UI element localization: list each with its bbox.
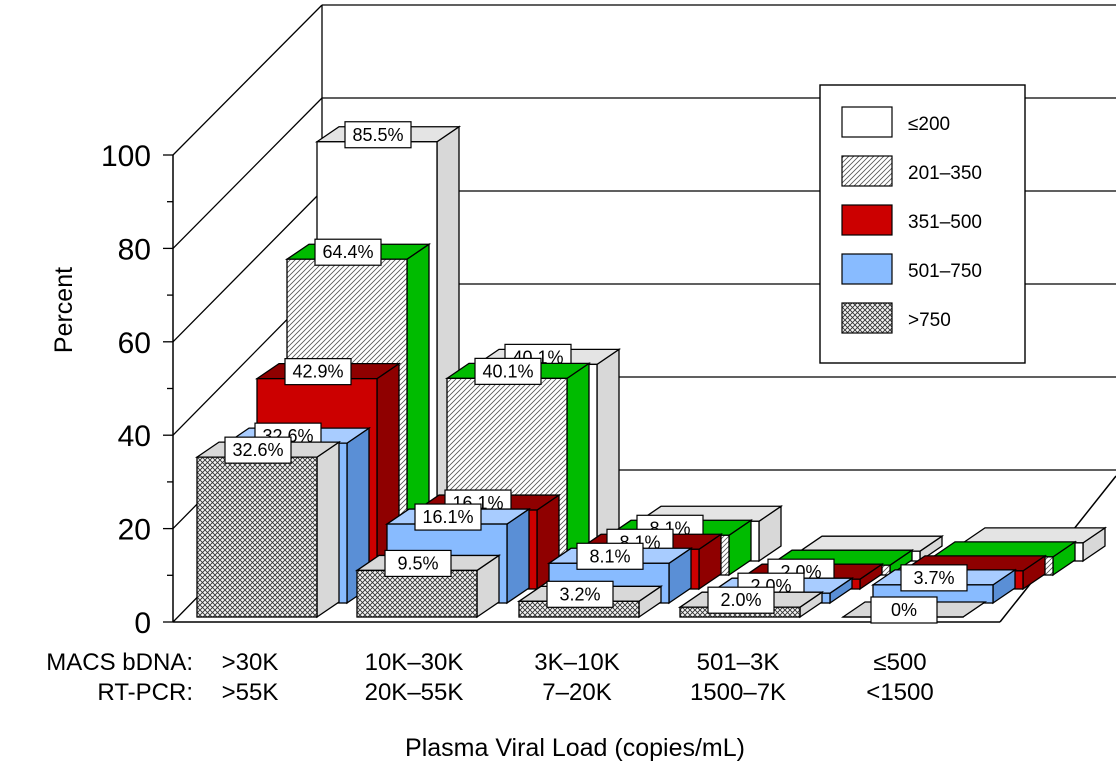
data-label-box xyxy=(344,121,412,149)
bar-top xyxy=(797,535,945,552)
legend-swatch xyxy=(841,302,893,334)
legend-label: 201–350 xyxy=(908,163,982,184)
bar-front xyxy=(196,456,318,618)
x-category-bdna: 3K–10K xyxy=(534,649,619,676)
data-label-box xyxy=(870,596,938,624)
y-tick-label: 80 xyxy=(118,233,151,266)
x-category-bdna: 501–3K xyxy=(697,649,780,676)
y-axis-label: Percent xyxy=(50,267,78,353)
x-category-rtpcr: >55K xyxy=(222,679,279,706)
data-label: 9.5% xyxy=(397,553,438,573)
bar-4-3: 2.0% xyxy=(677,586,825,619)
x-axis-label: Plasma Viral Load (copies/mL) xyxy=(405,734,745,762)
legend-swatch xyxy=(841,253,893,285)
x-row-label: RT-PCR: xyxy=(97,679,193,706)
data-label-box xyxy=(384,549,452,578)
legend-swatch xyxy=(841,106,893,138)
bar-top xyxy=(930,541,1078,558)
bar-side xyxy=(316,440,340,619)
legend-label: >750 xyxy=(908,310,951,331)
bar-front xyxy=(356,569,478,618)
y-tick-label: 40 xyxy=(118,420,151,453)
data-label: 3.7% xyxy=(913,568,954,588)
x-row-label: MACS bDNA: xyxy=(46,649,193,676)
data-label-box xyxy=(474,357,542,385)
data-label: 2.0% xyxy=(720,590,761,610)
x-category-rtpcr: <1500 xyxy=(866,679,933,706)
x-category-bdna: 10K–30K xyxy=(365,649,464,676)
bar-4-0: 32.6% xyxy=(194,436,342,619)
x-category-rtpcr: 1500–7K xyxy=(690,679,786,706)
legend-label: ≤200 xyxy=(908,114,950,135)
bar-3-4: 3.7% xyxy=(870,564,1018,605)
data-label-box xyxy=(314,238,382,266)
bar-top xyxy=(960,527,1108,544)
data-label: 40.1% xyxy=(482,361,533,381)
data-label-box xyxy=(546,580,614,608)
data-label-box xyxy=(224,436,292,464)
x-category-bdna: ≤500 xyxy=(873,649,926,676)
bar-4-1: 9.5% xyxy=(354,549,502,619)
side-gridline xyxy=(172,97,323,249)
x-category-rtpcr: 7–20K xyxy=(542,679,611,706)
data-label: 8.1% xyxy=(589,546,630,566)
bars: 85.5%40.1%64.4%40.1%8.1%42.9%16.1%8.1%2.… xyxy=(194,121,1108,624)
data-label: 0% xyxy=(891,600,917,620)
data-label: 85.5% xyxy=(352,125,403,145)
data-label: 16.1% xyxy=(422,507,473,527)
axes: 0 20 40 60 80 100 Percent MACS bDNA: RT-PCR: >30K… xyxy=(46,140,933,762)
legend-swatch xyxy=(841,204,893,236)
data-label-box xyxy=(414,503,482,531)
y-tick-label: 0 xyxy=(134,607,151,640)
y-tick-label: 20 xyxy=(118,514,151,547)
y-tick-label: 60 xyxy=(118,327,151,360)
x-category-bdna: >30K xyxy=(222,649,279,676)
data-label-box xyxy=(900,564,968,592)
x-category-rtpcr: 20K–55K xyxy=(365,679,464,706)
data-label: 42.9% xyxy=(292,362,343,382)
data-label: 32.6% xyxy=(232,440,283,460)
bar-side xyxy=(506,507,530,605)
legend-label: 351–500 xyxy=(908,212,982,233)
bar-4-4: 0% xyxy=(840,596,988,624)
legend-label: 501–750 xyxy=(908,261,982,282)
side-gridline xyxy=(172,190,323,343)
data-label-box xyxy=(707,586,775,614)
data-label-box xyxy=(576,542,644,570)
data-label-box xyxy=(284,358,352,386)
bar-4-2: 3.2% xyxy=(516,580,664,619)
data-label: 3.2% xyxy=(559,584,600,604)
side-gridline xyxy=(172,4,323,156)
legend-swatch xyxy=(841,155,893,187)
y-tick-label: 100 xyxy=(101,140,151,173)
data-label: 64.4% xyxy=(322,242,373,262)
legend: ≤200 201–350 351–500 501–750 >750 xyxy=(819,84,1026,364)
